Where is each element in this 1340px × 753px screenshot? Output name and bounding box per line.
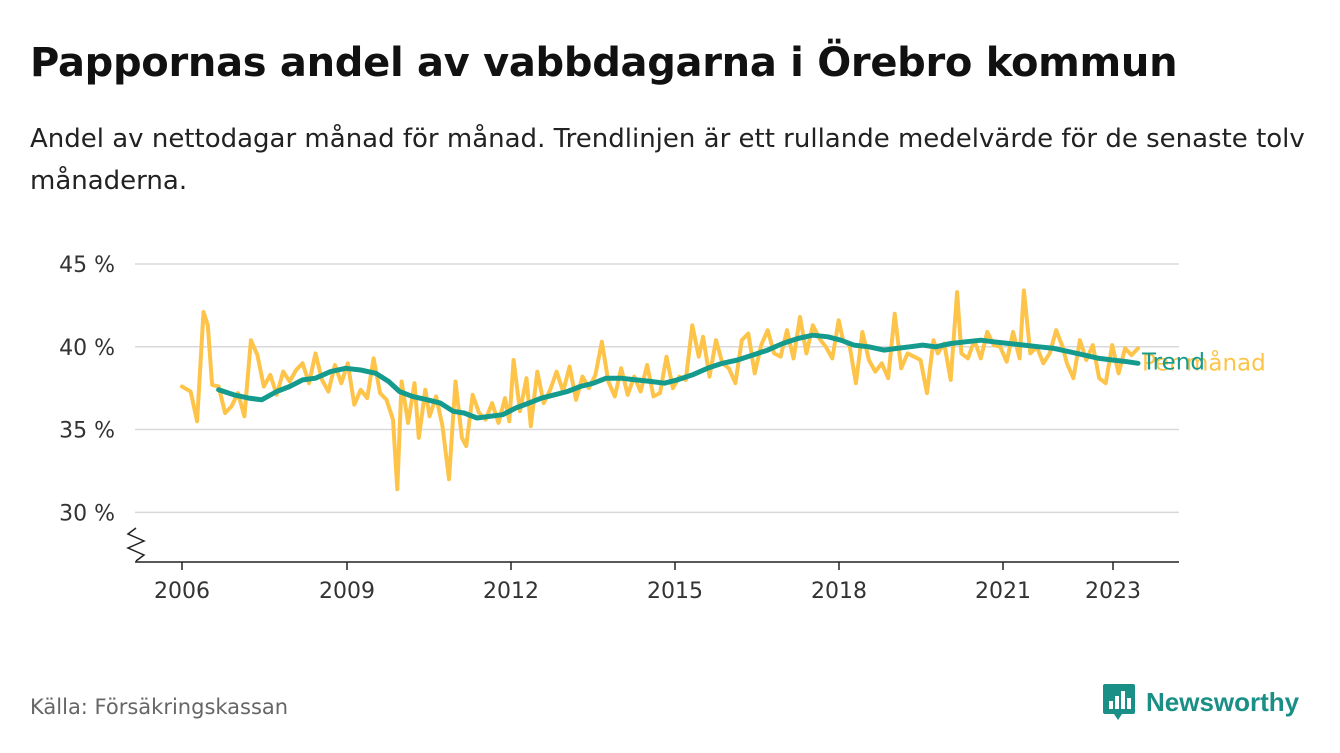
series-label-per-manad: Per månad <box>1142 348 1266 376</box>
series-lines <box>180 288 1141 492</box>
series-line-trend <box>216 332 1141 421</box>
x-tick-label: 2018 <box>811 579 867 604</box>
x-tick-label: 2023 <box>1085 579 1141 604</box>
page-title: Pappornas andel av vabbdagarna i Örebro … <box>30 40 1178 86</box>
series-label-trend: Trend <box>1141 349 1205 375</box>
x-axis: 2006 2009 2012 2015 2018 2021 2023 <box>126 527 1179 604</box>
y-tick-label: 30 % <box>59 501 115 526</box>
x-tick-label: 2015 <box>647 579 703 604</box>
axis-break-marker <box>126 527 146 562</box>
brand-name: Newsworthy <box>1146 686 1300 717</box>
y-tick-label: 40 % <box>59 336 115 361</box>
series-line-per-manad <box>180 288 1140 492</box>
y-axis-tick-labels: 30 % 35 % 40 % 45 % <box>59 253 115 526</box>
grid-lines <box>135 263 1179 514</box>
newsworthy-logo-icon <box>1103 684 1135 720</box>
x-tick-label: 2006 <box>154 579 210 604</box>
x-tick-label: 2012 <box>483 579 539 604</box>
y-tick-label: 45 % <box>59 253 115 278</box>
page-subtitle: Andel av nettodagar månad för månad. Tre… <box>30 124 1305 196</box>
brand: Newsworthy <box>1102 682 1299 722</box>
y-tick-label: 35 % <box>59 419 115 444</box>
x-tick-label: 2009 <box>319 579 375 604</box>
x-tick-label: 2021 <box>975 579 1031 604</box>
source-note: Källa: Försäkringskassan <box>30 695 289 719</box>
